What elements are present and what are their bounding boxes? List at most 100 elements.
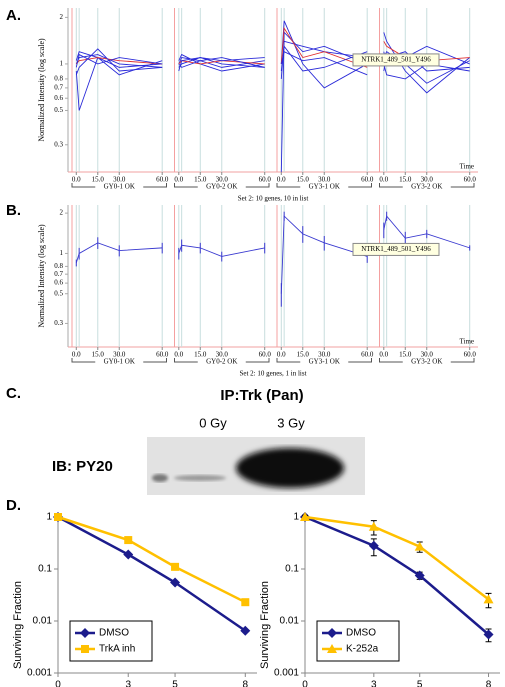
antibody-label: IB: PY20 [52, 458, 113, 475]
x-tick-label: 3 [125, 680, 131, 687]
segment-bracket [174, 358, 270, 363]
marker [368, 540, 379, 551]
profile-chart: 0.3 0.5 0.6 0.70.8 1 2 Normalized Intensity (l… [37, 8, 478, 203]
y-tick-label: 0.001 [274, 668, 299, 679]
x-tick-label: 30.0 [216, 176, 229, 184]
series-line [280, 26, 368, 68]
marker [170, 577, 181, 588]
lane-label: 3 Gy [277, 415, 305, 430]
x-tick-label: 8 [243, 680, 249, 687]
segment-label: GY3-1 OK [309, 358, 340, 366]
panel-label: A. [6, 7, 21, 24]
segment-bracket [276, 183, 372, 188]
legend-box [316, 620, 400, 662]
series-line [178, 57, 265, 72]
segment-label: GY0-1 OK [104, 358, 135, 366]
panel-label: C. [6, 385, 21, 402]
marker [241, 598, 250, 607]
y-tick-label: 0.8 [54, 262, 63, 270]
panel-label: D. [6, 497, 21, 514]
marker [54, 513, 62, 521]
marker [300, 512, 310, 521]
marker [368, 521, 379, 531]
y-tick-label: 0.1 [285, 564, 299, 575]
segment-label: GY3-1 OK [309, 183, 340, 191]
series-line [75, 53, 163, 68]
y-axis-label: Normalized Intensity (log scale) [37, 38, 46, 142]
x-tick-label: 30.0 [318, 176, 331, 184]
x-tick-label: 0 [55, 680, 61, 687]
series-line [383, 32, 470, 94]
legend-label: DMSO [346, 628, 376, 639]
x-tick-label: 30.0 [421, 351, 434, 359]
segment-bracket [71, 183, 167, 188]
segment-bracket [379, 183, 475, 188]
marker [123, 549, 134, 560]
marker [483, 629, 494, 640]
marker [81, 645, 89, 653]
legend-label: TrkA inh [99, 644, 135, 655]
x-tick-label: 60.0 [464, 351, 477, 359]
blot-panel: IP:Trk (Pan) 0 Gy 3 Gy IB: PY20 [52, 387, 365, 495]
y-tick-label: 0.01 [280, 616, 300, 627]
series-line [57, 515, 247, 632]
series-line [280, 51, 368, 76]
series-line [75, 57, 163, 65]
segment-label: GY3-2 OK [411, 358, 442, 366]
marker [80, 628, 90, 638]
x-tick-label: 15.0 [92, 176, 105, 184]
x-tick-label: 15.0 [92, 351, 105, 359]
x-tick-label: 60.0 [156, 351, 169, 359]
x-tick-label: 30.0 [421, 176, 434, 184]
x-tick-label: 60.0 [361, 351, 374, 359]
x-tick-label: 0.0 [72, 176, 81, 184]
y-tick-label: 0.6 [54, 279, 63, 287]
lane-label: 0 Gy [199, 415, 227, 430]
annotation-box [352, 53, 440, 67]
x-tick-label: 0.0 [277, 351, 286, 359]
segment-label: GY0-2 OK [206, 183, 237, 191]
segment-bracket [174, 183, 270, 188]
marker [414, 541, 425, 551]
segment-bracket [379, 358, 475, 363]
x-axis-label: Time [459, 163, 474, 171]
series-line [178, 60, 265, 65]
blot-title: IP:Trk (Pan) [220, 387, 303, 404]
x-tick-label: 0.0 [174, 351, 183, 359]
marker [124, 536, 133, 545]
segment-label: GY3-2 OK [411, 183, 442, 191]
x-tick-label: 60.0 [464, 176, 477, 184]
legend-box [69, 620, 153, 662]
y-tick-label: 2 [60, 209, 64, 217]
y-tick-label: 2 [60, 13, 64, 21]
y-axis-label: Surviving Fraction [259, 581, 271, 669]
series-line [304, 515, 490, 601]
marker [171, 562, 180, 571]
panel-label: B. [6, 202, 21, 219]
subtitle: Set 2: 10 genes, 1 in list [239, 370, 306, 378]
x-tick-label: 15.0 [194, 176, 207, 184]
y-tick-label: 1 [60, 249, 64, 257]
segment-label: GY0-1 OK [104, 183, 135, 191]
x-tick-label: 8 [486, 680, 492, 687]
x-tick-label: 60.0 [259, 351, 272, 359]
x-tick-label: 15.0 [297, 351, 310, 359]
y-tick-label: 0.7 [54, 83, 63, 91]
x-tick-label: 60.0 [156, 176, 169, 184]
marker [414, 570, 425, 581]
segment-label: GY0-2 OK [206, 358, 237, 366]
y-tick-label: 0.001 [27, 668, 52, 679]
y-tick-label: 0.01 [33, 616, 53, 627]
x-tick-label: 0 [302, 680, 308, 687]
x-tick-label: 5 [172, 680, 178, 687]
y-tick-label: 1 [293, 512, 299, 523]
annotation: NTRK1_489_501_Y496 [361, 245, 431, 253]
y-axis-label: Normalized Intensity (log scale) [37, 224, 46, 328]
x-tick-label: 30.0 [216, 351, 229, 359]
y-tick-label: 0.8 [54, 75, 63, 83]
segment-bracket [71, 358, 167, 363]
series-line [178, 57, 265, 68]
series-line [304, 515, 490, 636]
y-tick-label: 1 [46, 512, 52, 523]
